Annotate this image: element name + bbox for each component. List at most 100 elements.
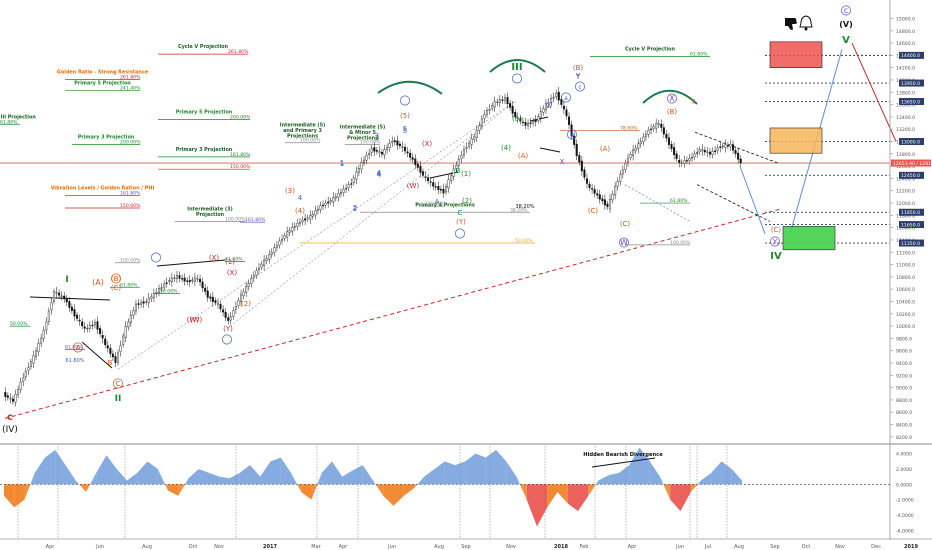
time-axis-label: Apr [628,544,638,550]
oscillator-positive-area [731,469,742,485]
candle-body [432,182,435,187]
price-tick-label: 14600.0 [896,41,915,47]
candle-body [104,338,107,346]
price-tick-label: 9400.0 [896,361,912,367]
fib-level-title-line: Primary 3 Projection [78,135,135,141]
wave-label: III [511,62,522,73]
candle-body [678,159,681,163]
candle-body [14,393,17,403]
candle-body [175,275,178,279]
candle-body [468,142,471,147]
candle-body [552,96,555,99]
fib-level-title: Intermediate (5) and Primary 3 Projections [280,123,326,140]
fib-level-title: Cycle V Projection [625,47,675,53]
candle-body [337,193,340,198]
time-axis-label: Nov [506,544,516,550]
candle-body [257,267,260,270]
oscillator-negative-area [547,484,558,508]
candle-body [544,103,547,110]
candle-body [626,158,629,163]
candle-body [360,162,363,170]
fib-level-title-line: Projection [196,212,225,218]
candle-body [416,163,419,168]
oscillator-area-segment [291,472,298,485]
candle-body [714,150,717,152]
oscillator-area-segment [588,484,596,496]
candle-body [9,398,12,400]
price-level-badge [899,239,924,247]
time-axis-label: 2019 [904,544,918,550]
fib-level-percent: 161.80% [230,152,251,158]
candle-body [486,110,489,115]
oscillator-positive-area [55,449,66,485]
candle-body [329,200,332,203]
candle-body [616,181,619,187]
candle-body [550,98,553,103]
candle-body [644,134,647,137]
candle-body [406,151,409,154]
candle-body [516,117,519,119]
wave-label: (A) [600,145,611,153]
candle-body [263,259,266,266]
candle-body [4,392,7,397]
candle-body [160,287,163,289]
price-tick-label: 12800.0 [896,152,915,158]
candle-body [442,188,445,194]
fib-level-percent: 61.80% [65,344,83,350]
candle-body [606,203,609,207]
wave-channel-line [539,147,561,153]
wave-label: (A) [518,152,529,160]
candle-body [488,109,491,111]
candle-body [68,301,71,308]
oscillator-positive-area [506,461,517,485]
candle-body [445,186,448,193]
candle-body [393,140,396,143]
oscillator-positive-area [127,472,138,485]
time-axis-label: Nov [214,544,224,550]
wave-label-circle [400,95,410,106]
wave-channel-line [156,259,226,267]
price-tick-label: 14800.0 [896,29,915,35]
price-level-badge [899,98,924,106]
oscillator-positive-area [280,457,291,485]
price-level-badge-label: 11350.0 [901,241,920,247]
candle-body [168,280,171,282]
wave-label: c [578,84,581,91]
oscillator-negative-area [383,484,394,506]
oscillator-negative-area [403,484,414,496]
oscillator-area-segment [697,480,701,485]
thumbs-down-icon-hand [788,18,797,30]
price-level-badge-label: 12450.0 [901,173,920,179]
fib-level-percent: 100.00% [425,201,446,207]
wave-label: (5) [400,112,410,120]
candle-body [557,91,560,101]
fib-level-percent: 100.00% [225,217,246,223]
candle-body [109,347,112,354]
wave-label-circle [770,236,780,247]
candle-body [447,179,450,189]
price-tick-label: 9800.0 [896,336,912,342]
candle-body [588,184,591,188]
wave-channel-line [29,296,111,301]
oscillator-positive-area [711,461,722,485]
price-tick-label: 10200.0 [896,312,915,318]
oscillator-area-segment [30,472,35,485]
price-tick-label: 13400.0 [896,115,915,121]
candle-body [29,361,32,367]
candle-body [252,275,255,279]
wave-label: (IV) [2,425,18,435]
candle-body [527,123,530,126]
fib-level-title-line: Primary 3 Projection [176,147,233,153]
candle-body [398,143,401,147]
candle-body [165,282,168,284]
candle-body [163,283,166,288]
candle-body [222,309,225,313]
candle-body [529,122,532,124]
wave-label: Y [575,72,581,80]
candle-body [11,398,14,402]
fib-level-percent: 38.20% [510,207,528,213]
candle-body [298,222,301,224]
candle-body [511,106,514,114]
candle-body [260,263,263,268]
drawings-layer [0,41,897,419]
